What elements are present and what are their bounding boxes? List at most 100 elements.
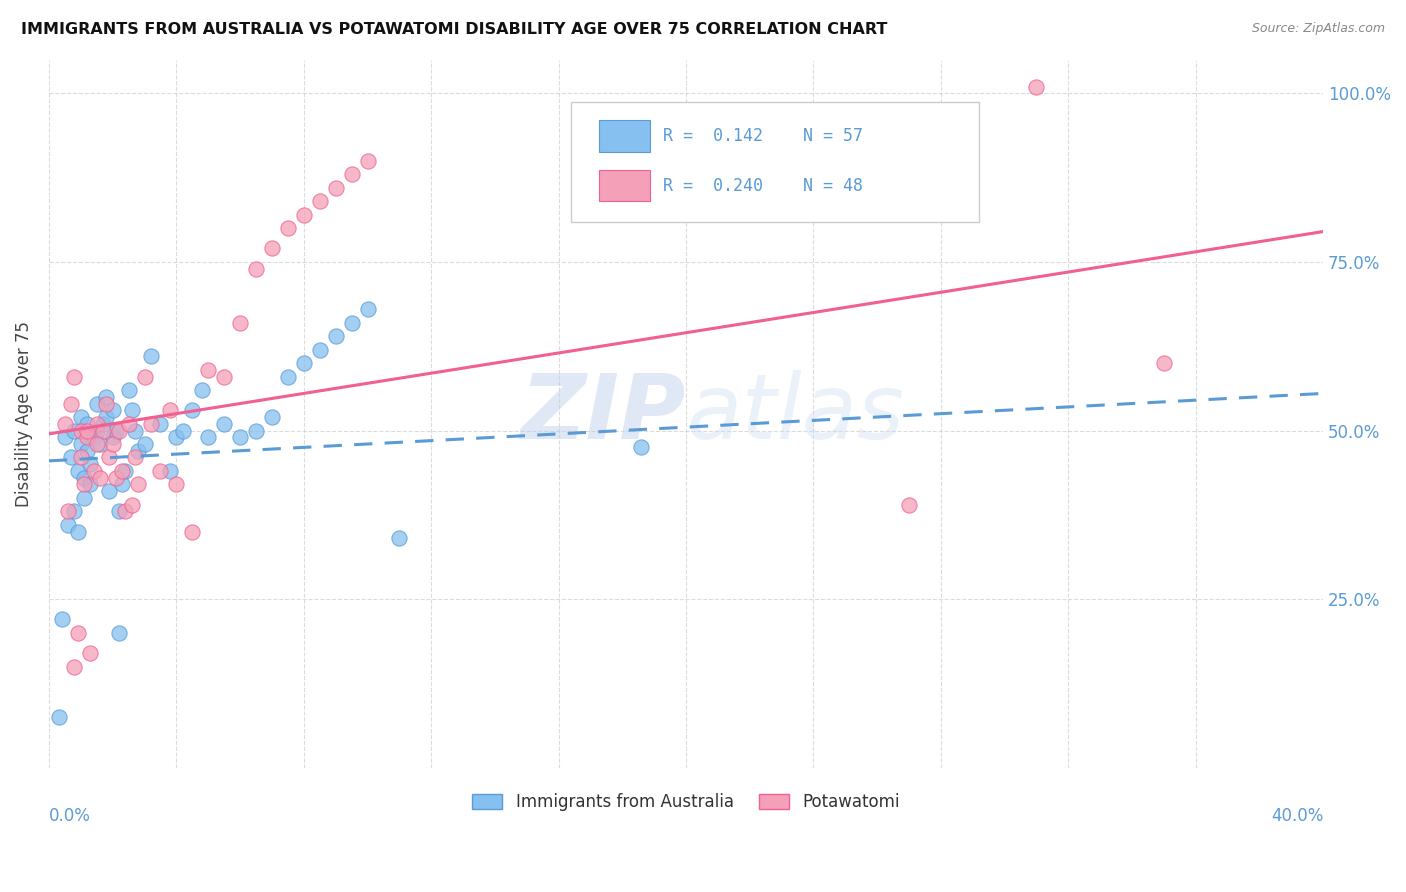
Text: R =  0.240    N = 48: R = 0.240 N = 48 [664,177,863,194]
Point [108,504,131,518]
Point [1153,356,1175,370]
Text: ZIP: ZIP [520,369,686,458]
Point [111,477,134,491]
Point [69,424,91,438]
Point [212,369,235,384]
Point [340,167,363,181]
Point [91,417,114,431]
Point [63,424,86,438]
Point [127,443,149,458]
Point [117,383,139,397]
Point [139,417,162,431]
Point [181,524,204,539]
Point [73,491,96,505]
Point [277,369,299,384]
Text: Source: ZipAtlas.com: Source: ZipAtlas.com [1251,22,1385,36]
Point [159,403,181,417]
Legend: Immigrants from Australia, Potawatomi: Immigrants from Australia, Potawatomi [464,785,908,820]
Point [101,430,124,444]
Point [73,477,96,491]
Point [139,349,162,363]
Point [69,410,91,425]
Point [340,316,363,330]
Point [76,417,98,431]
Point [325,329,347,343]
Point [83,430,105,444]
Point [134,437,156,451]
Point [63,659,86,673]
Point [63,504,86,518]
Point [121,498,143,512]
Point [308,343,330,357]
Point [191,383,214,397]
Point [79,457,101,471]
Point [127,477,149,491]
Point [76,430,98,444]
Point [124,450,146,465]
Point [66,524,89,539]
Point [96,396,118,410]
Y-axis label: Disability Age Over 75: Disability Age Over 75 [15,320,32,507]
Point [108,625,131,640]
Point [197,363,219,377]
Point [308,194,330,209]
Point [53,430,76,444]
Point [69,450,91,465]
FancyBboxPatch shape [599,120,651,152]
Point [388,532,411,546]
Point [121,403,143,417]
Point [245,424,267,438]
Point [98,484,121,499]
Point [325,180,347,194]
Point [101,403,124,417]
Point [245,261,267,276]
Point [60,396,83,410]
Point [114,464,136,478]
Point [76,424,98,438]
Point [111,464,134,478]
Text: IMMIGRANTS FROM AUSTRALIA VS POTAWATOMI DISABILITY AGE OVER 75 CORRELATION CHART: IMMIGRANTS FROM AUSTRALIA VS POTAWATOMI … [21,22,887,37]
Point [89,471,111,485]
Point [96,390,118,404]
Point [108,424,131,438]
Point [292,208,315,222]
Point [63,369,86,384]
Point [229,430,252,444]
Point [66,464,89,478]
Point [172,424,194,438]
Point [86,417,108,431]
Point [48,710,70,724]
Point [292,356,315,370]
Point [117,417,139,431]
FancyBboxPatch shape [599,170,651,202]
Point [898,498,921,512]
Text: 40.0%: 40.0% [1271,806,1323,824]
Point [212,417,235,431]
FancyBboxPatch shape [571,102,979,222]
Point [260,242,283,256]
Point [229,316,252,330]
Point [114,504,136,518]
Point [124,424,146,438]
Point [149,464,172,478]
Text: 0.0%: 0.0% [49,806,91,824]
Point [86,396,108,410]
Point [56,517,79,532]
Text: atlas: atlas [686,369,904,458]
Point [165,477,187,491]
Point [83,464,105,478]
Point [356,302,378,317]
Point [86,424,108,438]
Point [101,437,124,451]
Point [89,437,111,451]
Point [277,221,299,235]
Point [76,443,98,458]
Point [96,410,118,425]
Point [165,430,187,444]
Point [91,424,114,438]
Point [60,450,83,465]
Point [53,417,76,431]
Point [159,464,181,478]
Point [260,410,283,425]
Point [51,612,73,626]
